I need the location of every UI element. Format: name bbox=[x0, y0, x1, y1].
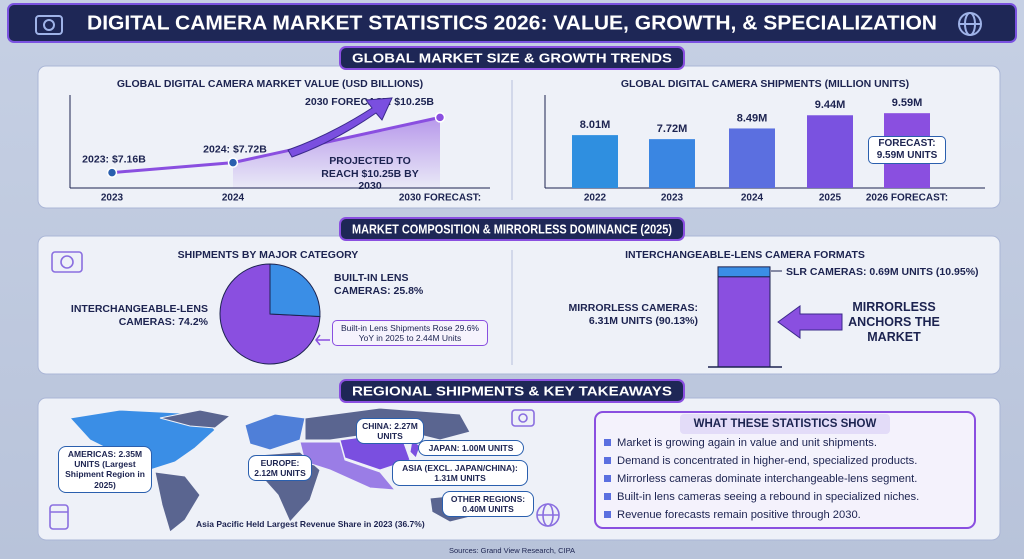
takeaways-title-bg bbox=[680, 414, 890, 434]
pie-slice bbox=[269, 263, 321, 318]
marker bbox=[227, 157, 239, 168]
area bbox=[233, 117, 440, 188]
section-title: REGIONAL SHIPMENTS & KEY TAKEAWAYS bbox=[352, 383, 672, 398]
value-label: 9.59M bbox=[892, 97, 923, 109]
takeaway-item: Revenue forecasts remain positive throug… bbox=[617, 509, 861, 521]
region-label: EUROPE: 2.12M UNITS bbox=[248, 455, 312, 482]
lens-icon bbox=[49, 504, 69, 530]
slice-label: INTERCHANGEABLE-LENS CAMERAS: 74.2% bbox=[70, 303, 208, 328]
chart-title: GLOBAL DIGITAL CAMERA SHIPMENTS (MILLION… bbox=[621, 78, 909, 90]
bar bbox=[572, 135, 618, 188]
chart-title: SHIPMENTS BY MAJOR CATEGORY bbox=[178, 249, 359, 261]
trend-arrow bbox=[287, 97, 393, 158]
region-label: AMERICAS: 2.35M UNITS (Largest Shipment … bbox=[58, 446, 152, 493]
bullet bbox=[604, 475, 611, 482]
value-label: 9.44M bbox=[815, 99, 846, 111]
takeaway-item: Mirrorless cameras dominate interchangea… bbox=[617, 473, 917, 485]
emphasis-arrow bbox=[777, 305, 843, 339]
bar bbox=[649, 139, 695, 188]
x-tick-label: 2022 bbox=[584, 193, 607, 204]
takeaways-title: WHAT THESE STATISTICS SHOW bbox=[694, 418, 877, 430]
globe-icon bbox=[958, 12, 982, 36]
chart-title: GLOBAL DIGITAL CAMERA MARKET VALUE (USD … bbox=[117, 78, 423, 90]
segment-label: SLR CAMERAS: 0.69M UNITS (10.95%) bbox=[786, 266, 979, 278]
takeaways-box bbox=[594, 411, 976, 529]
bullet bbox=[604, 457, 611, 464]
bullet bbox=[604, 493, 611, 500]
takeaway-item: Demand is concentrated in higher-end, sp… bbox=[617, 455, 917, 467]
pie-slice bbox=[219, 263, 321, 365]
section-title: GLOBAL MARKET SIZE & GROWTH TRENDS bbox=[352, 50, 672, 65]
takeaway-item: Built-in lens cameras seeing a rebound i… bbox=[617, 491, 919, 503]
slice-label: BUILT-IN LENS CAMERAS: 25.8% bbox=[334, 272, 424, 297]
value-label: 2023: $7.16B bbox=[82, 153, 146, 165]
x-tick-label: 2030 FORECAST: bbox=[399, 193, 481, 204]
value-label: 8.49M bbox=[737, 112, 768, 124]
header-bar bbox=[7, 3, 1017, 43]
bar-segment bbox=[717, 276, 771, 368]
page-title: DIGITAL CAMERA MARKET STATISTICS 2026: V… bbox=[87, 12, 937, 34]
marker bbox=[106, 167, 118, 178]
chart-title: INTERCHANGEABLE-LENS CAMERA FORMATS bbox=[625, 249, 865, 261]
annotation: FORECAST: 9.59M UNITS bbox=[868, 136, 946, 164]
annotation-pointer bbox=[315, 334, 330, 346]
map-note: Asia Pacific Held Largest Revenue Share … bbox=[196, 519, 425, 529]
section-pill bbox=[339, 46, 685, 70]
takeaway-item: Market is growing again in value and uni… bbox=[617, 437, 877, 449]
bullet bbox=[604, 439, 611, 446]
x-tick-label: 2023 bbox=[661, 193, 684, 204]
bullet bbox=[604, 511, 611, 518]
bar bbox=[807, 115, 853, 188]
camera-icon bbox=[511, 409, 535, 427]
region-label: ASIA (EXCL. JAPAN/CHINA): 1.31M UNITS bbox=[392, 460, 528, 487]
segment-label: MIRRORLESS CAMERAS: 6.31M UNITS (90.13%) bbox=[568, 302, 698, 327]
x-tick-label: 2024 bbox=[741, 193, 764, 204]
region-label: CHINA: 2.27M UNITS bbox=[356, 418, 424, 445]
globe-icon bbox=[536, 503, 560, 527]
camera-icon bbox=[35, 15, 63, 35]
x-tick-label: 2026 FORECAST: bbox=[866, 193, 948, 204]
x-tick-label: 2024 bbox=[222, 193, 245, 204]
region-label: OTHER REGIONS: 0.40M UNITS bbox=[442, 491, 534, 518]
section-title: MARKET COMPOSITION & MIRRORLESS DOMINANC… bbox=[352, 221, 672, 236]
bar-segment bbox=[717, 266, 771, 278]
bar bbox=[729, 128, 775, 188]
region-label: JAPAN: 1.00M UNITS bbox=[418, 440, 524, 457]
sources: Sources: Grand View Research, CIPA bbox=[449, 546, 575, 555]
value-label: 8.01M bbox=[580, 119, 611, 131]
annotation: Built-in Lens Shipments Rose 29.6% YoY i… bbox=[332, 320, 488, 347]
x-tick-label: 2023 bbox=[101, 193, 124, 204]
annotation: PROJECTED TO REACH $10.25B BY 2030 bbox=[321, 155, 419, 193]
annotation: MIRRORLESS ANCHORS THE MARKET bbox=[848, 300, 940, 344]
x-tick-label: 2025 bbox=[819, 193, 842, 204]
section-pill bbox=[339, 217, 685, 241]
camera-icon bbox=[51, 251, 83, 273]
value-label: 7.72M bbox=[657, 123, 688, 135]
section-pill bbox=[339, 379, 685, 403]
marker bbox=[434, 112, 446, 123]
value-label: 2024: $7.72B bbox=[203, 143, 267, 155]
